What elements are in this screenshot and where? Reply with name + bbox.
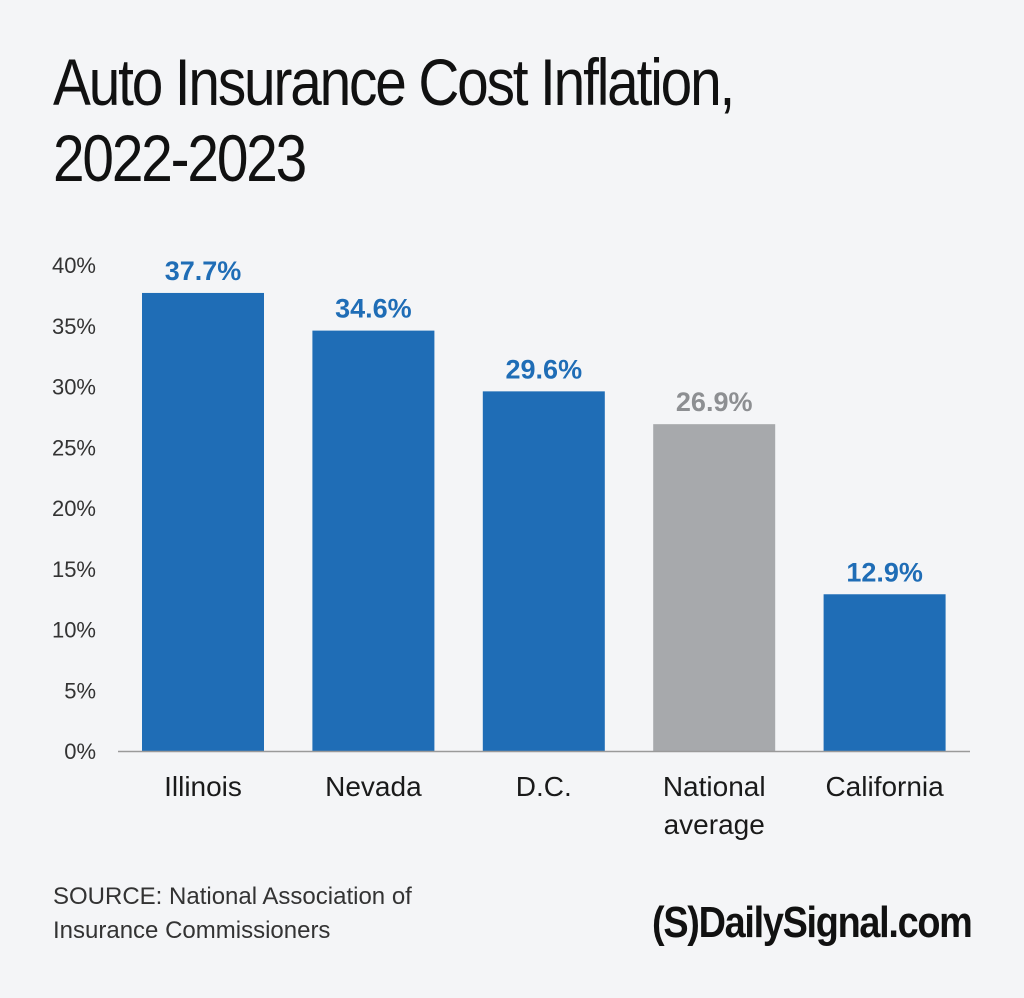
y-tick-label: 20% xyxy=(52,496,96,521)
data-label: 37.7% xyxy=(165,256,242,286)
y-tick-label: 25% xyxy=(52,435,96,460)
x-tick-label-line: California xyxy=(825,771,944,802)
x-tick-label: Illinois xyxy=(164,771,242,802)
data-label: 26.9% xyxy=(676,387,753,417)
bar-national-average xyxy=(653,424,776,751)
y-tick-label: 35% xyxy=(52,314,96,339)
x-tick-label: D.C. xyxy=(516,771,572,802)
x-tick-label-line: Illinois xyxy=(164,771,242,802)
y-tick-label: 5% xyxy=(64,678,96,703)
y-tick-label: 40% xyxy=(52,253,96,278)
y-tick-label: 10% xyxy=(52,618,96,643)
x-tick-label-line: D.C. xyxy=(516,771,572,802)
bar-chart: 0% 5% 10% 15% 20% 25% 30% 35% 40% 37.7% Illinois 34… xyxy=(52,253,970,840)
x-tick-label-line: Nevada xyxy=(325,771,422,802)
x-tick-label-line: average xyxy=(664,809,765,840)
x-tick-label: Nevada xyxy=(325,771,422,802)
title-line-2: 2022-2023 xyxy=(53,121,307,195)
source-note: SOURCE: National Association of Insuranc… xyxy=(53,880,412,948)
x-tick-label: National average xyxy=(663,771,766,840)
title-line-1: Auto Insurance Cost Inflation, xyxy=(53,45,735,119)
y-tick-label: 0% xyxy=(64,739,96,764)
bar-nevada xyxy=(312,330,435,751)
data-label: 29.6% xyxy=(506,354,583,384)
chart-title: Auto Insurance Cost Inflation, 2022-2023 xyxy=(53,44,827,196)
x-tick-label: California xyxy=(825,771,944,802)
brand-logo: (S)DailySignal.com xyxy=(652,898,973,947)
bar-d-c- xyxy=(482,391,605,751)
y-tick-label: 15% xyxy=(52,557,96,582)
data-label: 12.9% xyxy=(846,557,923,587)
source-line-1: SOURCE: National Association of xyxy=(53,883,412,910)
x-tick-label-line: National xyxy=(663,771,766,802)
bar-california xyxy=(823,594,946,751)
source-line-2: Insurance Commissioners xyxy=(53,917,331,944)
data-label: 34.6% xyxy=(335,294,412,324)
bar-illinois xyxy=(142,292,264,751)
y-tick-label: 30% xyxy=(52,375,96,400)
